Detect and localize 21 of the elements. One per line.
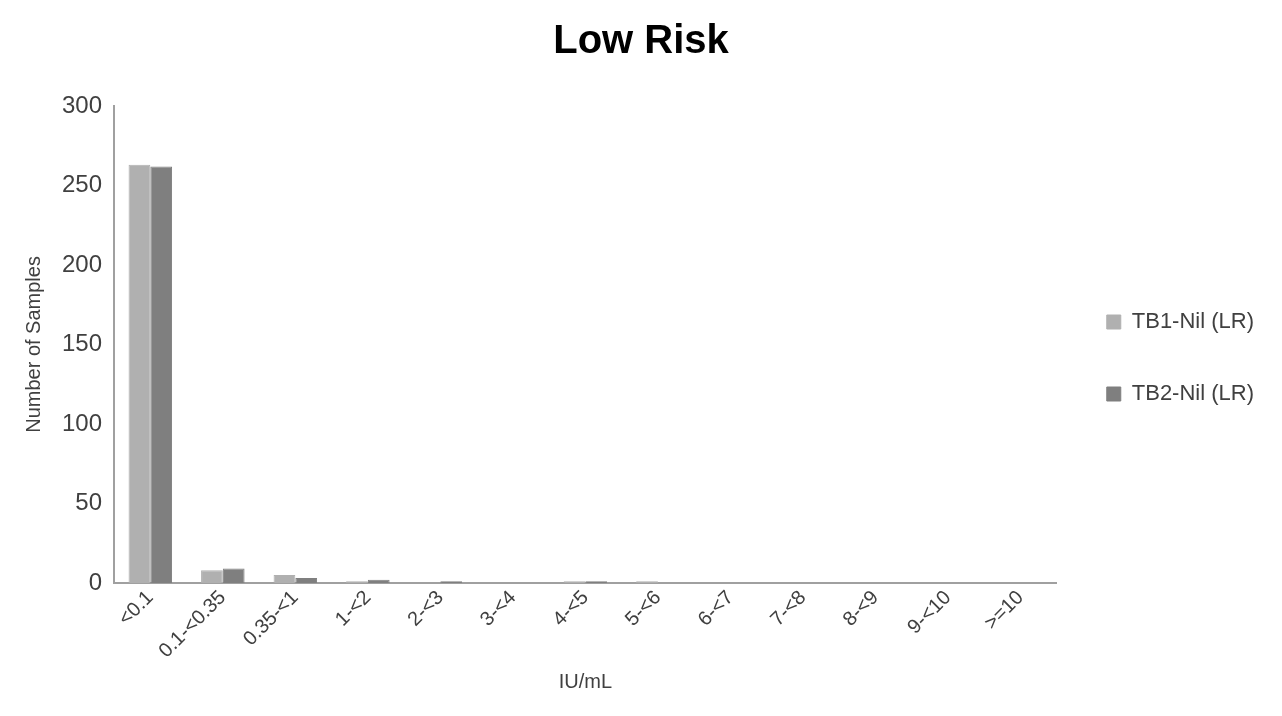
y-tick-label: 100: [62, 408, 103, 436]
y-tick-label: 0: [88, 567, 103, 595]
x-tick-label: 8-<9: [837, 585, 883, 630]
y-axis-title: Number of Samples: [21, 256, 44, 433]
bar: [367, 579, 390, 583]
bar: [128, 164, 151, 583]
x-tick-label: <0.1: [113, 585, 158, 630]
y-tick-label: 50: [75, 488, 103, 516]
y-tick-label: 150: [62, 329, 103, 357]
bar: [273, 574, 296, 583]
y-tick-label: 250: [62, 170, 103, 198]
y-tick-label: 200: [62, 249, 103, 277]
chart-title: Low Risk: [553, 17, 730, 62]
bar: [201, 570, 223, 583]
bar: [150, 166, 173, 583]
bar: [222, 568, 245, 583]
legend-label: TB2-Nil (LR): [1131, 380, 1255, 406]
x-axis-title: IU/mL: [558, 669, 613, 692]
y-tick-label: 300: [62, 90, 103, 118]
bar: [295, 578, 318, 583]
legend-label: TB1-Nil (LR): [1131, 308, 1255, 334]
